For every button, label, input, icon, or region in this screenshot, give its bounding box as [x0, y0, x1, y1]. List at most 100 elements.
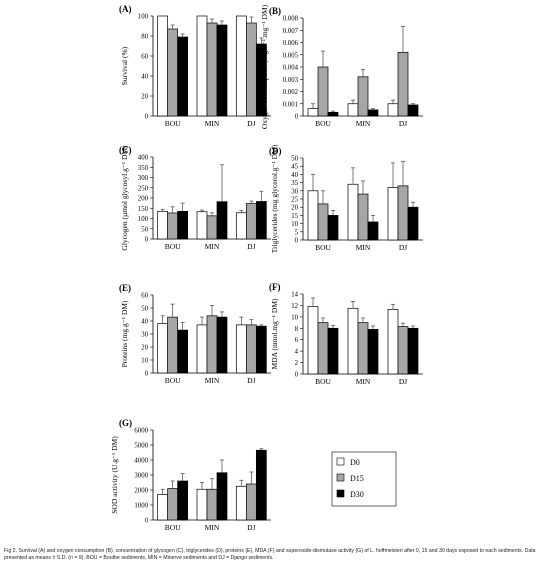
bar-d0-bou — [157, 210, 169, 240]
y-tick-label: 14 — [291, 292, 298, 299]
x-tick-label: BOU — [165, 523, 181, 532]
y-tick-label: 3000 — [134, 473, 148, 480]
legend-label-d15: D15 — [350, 474, 364, 483]
x-tick-label: MIN — [356, 377, 371, 386]
bar-d30-bou — [327, 327, 339, 375]
y-tick-label: 45 — [291, 164, 298, 171]
bar-d15-bou — [317, 203, 329, 241]
y-tick-label: 150 — [138, 206, 149, 213]
bar-d0-dj — [235, 324, 247, 374]
bar-d0-bou — [307, 190, 319, 241]
y-tick-label: 400 — [138, 155, 149, 162]
bar-d30-dj — [407, 104, 419, 117]
y-tick-label: 40 — [141, 74, 148, 81]
bar-d0-dj — [235, 212, 247, 240]
y-axis-title: MDA (nmol.mg⁻¹ DM) — [270, 298, 279, 370]
y-tick-label: 60 — [141, 293, 148, 300]
y-tick-label: 0 — [145, 518, 149, 525]
panel-label: (C) — [119, 145, 132, 155]
bar-d15-min — [206, 22, 218, 117]
y-tick-label: 0 — [145, 371, 149, 378]
x-tick-label: DJ — [399, 243, 407, 252]
y-tick-label: 0 — [295, 238, 299, 245]
y-tick-label: 0 — [295, 372, 299, 379]
bar-d15-min — [357, 193, 369, 241]
x-tick-label: MIN — [205, 119, 220, 128]
y-tick-label: 80 — [141, 34, 148, 41]
x-tick-label: BOU — [315, 377, 331, 386]
x-tick-label: DJ — [247, 523, 255, 532]
bar-d0-bou — [157, 15, 169, 117]
y-axis-title: Oxygen consumption (mg.h⁻¹.mg⁻¹ DM) — [260, 4, 269, 129]
x-tick-label: MIN — [205, 523, 220, 532]
bar-d30-min — [216, 24, 228, 117]
bar-d15-dj — [397, 185, 409, 241]
bar-d30-min — [216, 201, 228, 240]
x-tick-label: MIN — [356, 243, 371, 252]
y-tick-label: 6 — [295, 337, 299, 344]
x-tick-label: BOU — [165, 376, 181, 385]
bar-d15-bou — [317, 66, 329, 117]
y-tick-label: 0 — [145, 237, 149, 244]
y-tick-label: 50 — [291, 156, 298, 163]
bar-d15-dj — [245, 483, 257, 521]
y-tick-label: 8 — [295, 326, 299, 333]
bar-d0-dj — [387, 309, 399, 375]
x-tick-label: DJ — [399, 377, 407, 386]
bar-d30-dj — [407, 327, 419, 375]
y-tick-label: 60 — [141, 54, 148, 61]
panel-label: (F) — [269, 282, 281, 292]
y-tick-label: 6000 — [134, 428, 148, 435]
y-tick-label: 20 — [141, 94, 148, 101]
bar-d15-bou — [317, 322, 329, 375]
bar-d0-bou — [157, 323, 169, 374]
x-tick-label: DJ — [247, 242, 255, 251]
bar-d15-bou — [167, 488, 179, 521]
y-tick-label: 10 — [291, 221, 298, 228]
bar-d0-bou — [307, 306, 319, 375]
y-tick-label: 100 — [138, 216, 149, 223]
panel-6: (G) 0 1000 2000 3000 4000 5000 6000 SOD activity… — [110, 418, 271, 532]
legend: D0 D15 D30 — [331, 451, 397, 507]
x-tick-label: BOU — [315, 243, 331, 252]
y-tick-label: 4000 — [134, 458, 148, 465]
bar-d0-min — [347, 103, 359, 117]
panel-0: (A) 0 20 40 60 80 100 Survival (%) BOU MIN DJ — [119, 4, 271, 128]
bar-d0-min — [196, 15, 208, 117]
y-tick-label: 15 — [291, 213, 298, 220]
bar-d0-min — [196, 211, 208, 240]
legend-label-d0: D0 — [350, 458, 360, 467]
panel-label: (A) — [119, 4, 132, 14]
bar-d0-dj — [387, 103, 399, 117]
y-tick-label: 0.002 — [283, 89, 299, 96]
y-tick-label: 12 — [291, 303, 298, 310]
bar-d30-min — [367, 109, 379, 117]
x-tick-label: BOU — [315, 119, 331, 128]
bar-d30-dj — [407, 206, 419, 241]
y-tick-label: 0.007 — [283, 28, 299, 35]
x-tick-label: MIN — [205, 376, 220, 385]
y-tick-label: 0.003 — [283, 77, 299, 84]
bar-d15-dj — [245, 203, 257, 240]
panel-label: (E) — [119, 283, 131, 293]
figure-caption: Fig 2. Survival (A) and oxygen consumpti… — [4, 548, 536, 561]
y-axis-title: Glycogen (µmol glycosyl.g⁻¹ DM) — [120, 145, 129, 251]
y-tick-label: 300 — [138, 175, 149, 182]
bar-d15-min — [357, 322, 369, 375]
y-tick-label: 0.008 — [283, 16, 299, 23]
bar-d0-bou — [157, 494, 169, 521]
y-tick-label: 30 — [141, 332, 148, 339]
bar-d30-min — [367, 221, 379, 241]
y-tick-label: 200 — [138, 196, 149, 203]
bar-d0-bou — [307, 108, 319, 117]
y-tick-label: 50 — [141, 226, 148, 233]
bar-d0-min — [347, 183, 359, 241]
bar-d0-min — [347, 307, 359, 375]
bar-d30-min — [367, 329, 379, 375]
bar-d15-min — [206, 215, 218, 240]
bar-d15-dj — [397, 326, 409, 375]
panel-label: (G) — [119, 418, 132, 428]
bar-d30-dj — [255, 449, 267, 521]
